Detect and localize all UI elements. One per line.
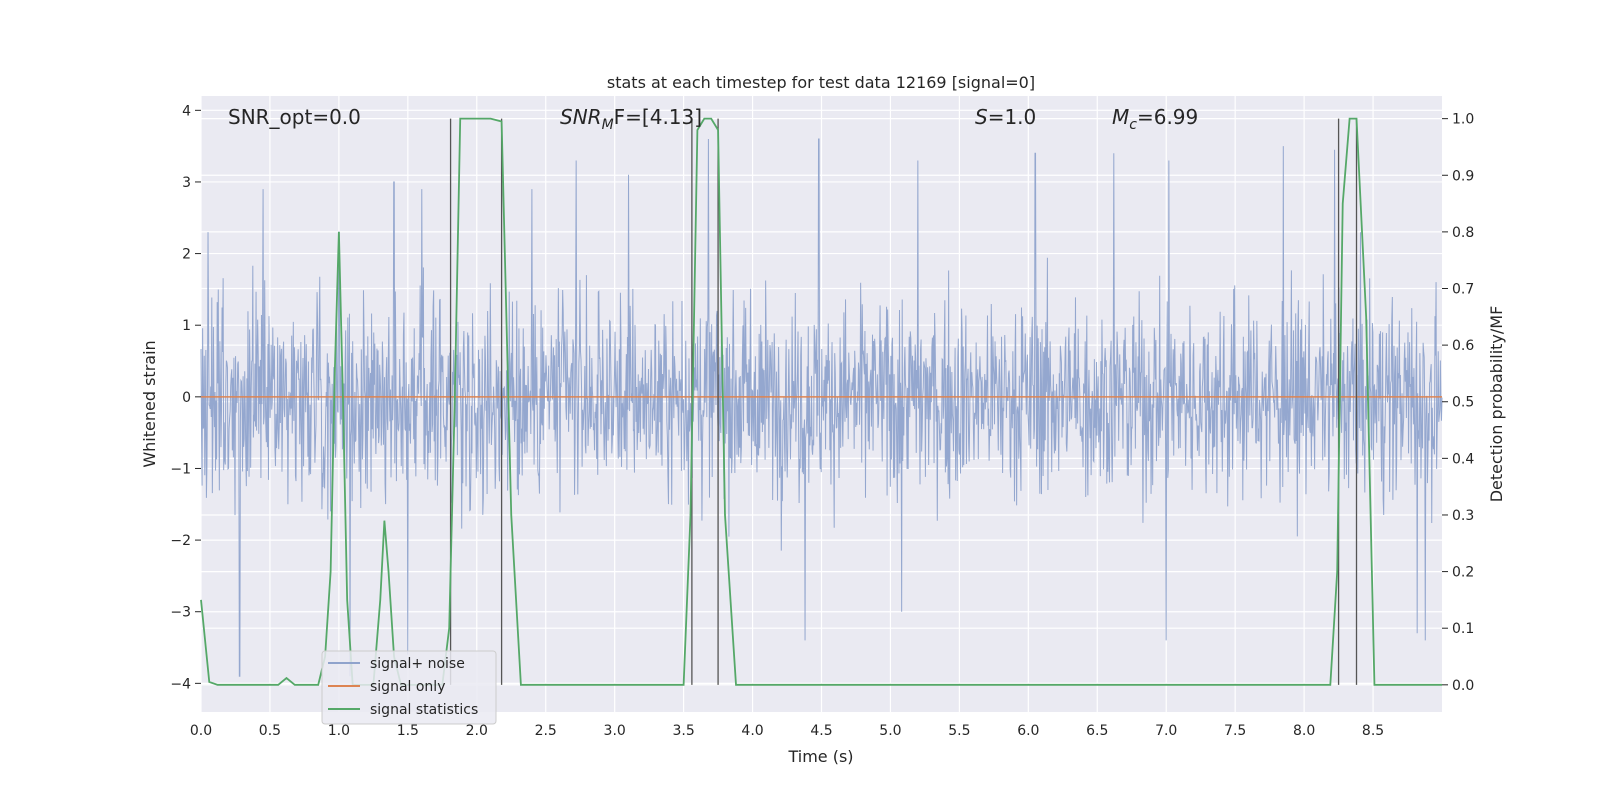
annotation-snr-mf-tail: F=[4.13] [614,105,702,129]
annotation-snr-mf: SNRMF=[4.13] [560,105,702,133]
x-tick-label: 1.5 [397,723,419,739]
x-tick-label: 3.0 [604,723,626,739]
x-tick-label: 0.0 [190,723,212,739]
annotation-snr-mf-base: SNR [560,105,602,129]
annotation-snr-mf-sub: M [602,117,614,133]
x-tick-label: 2.5 [535,723,557,739]
x-tick-label: 6.0 [1017,723,1039,739]
legend-label-signal: signal only [370,679,445,695]
x-tick-label: 8.5 [1362,723,1384,739]
y2-tick-label: 0.5 [1452,395,1474,411]
legend-box [321,650,497,725]
y2-tick-label: 0.0 [1452,678,1474,694]
y2-tick-label: 1.0 [1452,112,1474,128]
noise-series [200,138,1443,677]
x-tick-label: 6.5 [1086,723,1108,739]
signal-statistics-series [200,117,1442,686]
x-tick-label: 7.0 [1155,723,1177,739]
annotation-mc-value: =6.99 [1137,105,1198,129]
x-tick-label: 2.0 [466,723,488,739]
noise-line [200,138,1443,677]
annotation-s-name: S [975,105,988,129]
x-tick-label: 7.5 [1224,723,1246,739]
tick-labels: 0.0 0.5 1.0 1.5 2.0 2.5 3.0 3.5 4.0 4.5 5.0 5.5 6.0 6… [170,103,1474,739]
y2-tick-label: 0.8 [1452,225,1474,241]
y2-tick-label: 0.2 [1452,565,1474,581]
trigger-vlines [449,118,1358,685]
x-tick-label: 1.0 [328,723,350,739]
y-tick-label: 0 [182,390,191,406]
y-tick-label: −3 [170,605,191,621]
x-tick-label: 0.5 [259,723,281,739]
y-tick-label: 3 [182,175,191,191]
y-tick-label: −4 [170,676,191,692]
annotation-s-value: =1.0 [988,105,1037,129]
y2-tick-label: 0.6 [1452,338,1474,354]
annotation-snr-opt: SNR_opt=0.0 [228,105,361,129]
y-tick-label: 2 [182,247,191,263]
annotation-s: S=1.0 [975,105,1036,129]
x-tick-label: 8.0 [1293,723,1315,739]
x-tick-label: 4.0 [741,723,763,739]
x-tick-label: 5.5 [948,723,970,739]
annotation-mc: Mc=6.99 [1112,105,1198,133]
y2-tick-label: 0.1 [1452,621,1474,637]
y2-tick-label: 0.7 [1452,282,1474,298]
y2-tick-label: 0.9 [1452,168,1474,184]
annotation-mc-sub: c [1129,117,1137,133]
x-axis-label: Time (s) [787,747,853,766]
annotation-mc-name: M [1112,105,1129,129]
y2-axis-label: Detection probability/MF [1487,306,1506,503]
chart-title: stats at each timestep for test data 121… [607,73,1035,92]
y2-tick-label: 0.4 [1452,451,1474,467]
x-tick-label: 5.0 [879,723,901,739]
legend-label-stat: signal statistics [370,702,478,718]
y-tick-label: −1 [170,461,191,477]
y-tick-label: 4 [182,103,191,119]
signal-statistics-line [200,117,1442,686]
y-tick-label: 1 [182,318,191,334]
y-axis-label: Whitened strain [140,340,159,467]
legend-label-noise: signal+ noise [370,656,465,672]
y2-tick-label: 0.3 [1452,508,1474,524]
legend: signal+ noise signal only signal statist… [321,650,497,725]
x-tick-label: 3.5 [672,723,694,739]
y-tick-label: −2 [170,533,191,549]
x-tick-label: 4.5 [810,723,832,739]
